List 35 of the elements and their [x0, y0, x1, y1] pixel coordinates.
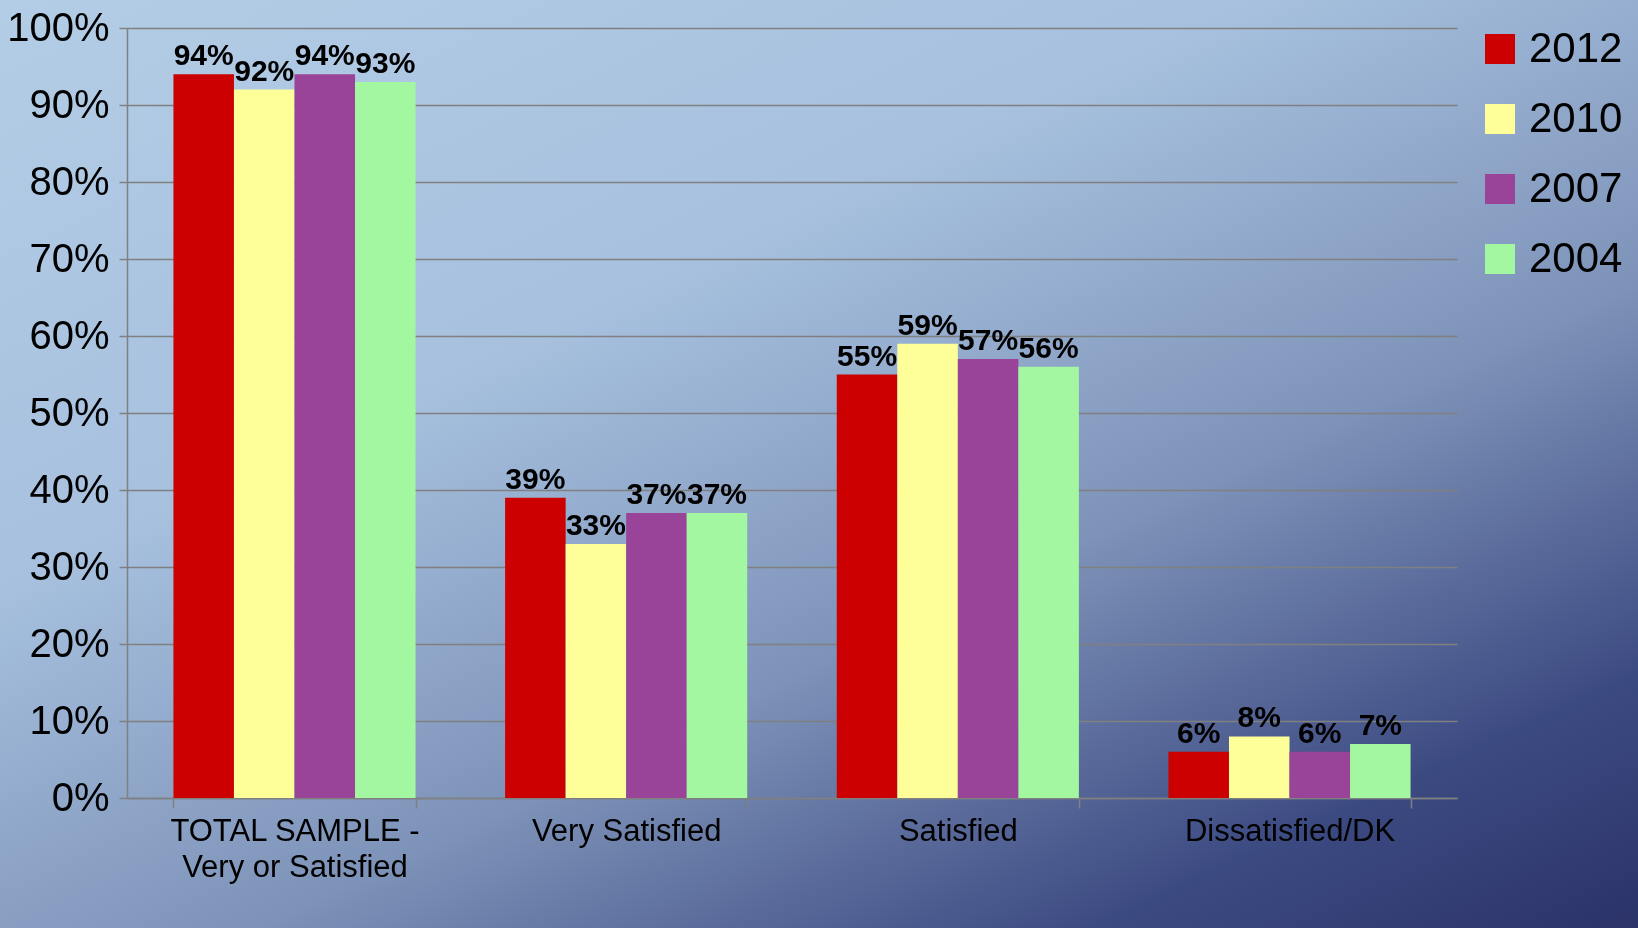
- data-label: 94%: [294, 38, 355, 72]
- x-tick-label: TOTAL SAMPLE - Very or Satisfied: [170, 812, 420, 884]
- y-tick-label: 20%: [29, 620, 110, 665]
- data-label: 92%: [234, 53, 295, 87]
- y-tick-label: 0%: [51, 774, 110, 819]
- y-tick-label: 10%: [29, 697, 110, 742]
- y-tick-label: 80%: [29, 158, 110, 203]
- data-label: 37%: [626, 477, 687, 511]
- x-tick-label: Dissatisfied/DK: [1184, 812, 1396, 848]
- data-label: 33%: [565, 507, 626, 541]
- data-label: 6%: [1298, 715, 1342, 749]
- legend-label: 2012: [1529, 24, 1623, 71]
- y-tick-label: 30%: [29, 543, 110, 588]
- y-tick-label: 90%: [29, 81, 110, 126]
- data-label: 37%: [686, 477, 747, 511]
- data-label: 94%: [173, 38, 234, 72]
- data-label: 7%: [1358, 708, 1402, 742]
- data-label: 59%: [897, 307, 958, 341]
- data-label: 57%: [958, 323, 1019, 357]
- legend-label: 2010: [1529, 94, 1623, 141]
- data-label: 93%: [355, 45, 416, 79]
- data-label: 56%: [1018, 330, 1079, 364]
- y-tick-label: 40%: [29, 466, 110, 511]
- data-label: 6%: [1177, 715, 1221, 749]
- x-tick-label: Satisfied: [898, 812, 1018, 848]
- legend-label: 2007: [1529, 164, 1623, 211]
- data-label: 39%: [505, 461, 566, 495]
- y-tick-label: 100%: [7, 4, 110, 49]
- data-label: 8%: [1237, 700, 1281, 734]
- y-tick-label: 70%: [29, 235, 110, 280]
- y-tick-label: 50%: [29, 389, 110, 434]
- data-label: 55%: [837, 338, 898, 372]
- y-tick-label: 60%: [29, 312, 110, 357]
- legend-label: 2004: [1529, 234, 1623, 281]
- x-tick-label: Very Satisfied: [531, 812, 722, 848]
